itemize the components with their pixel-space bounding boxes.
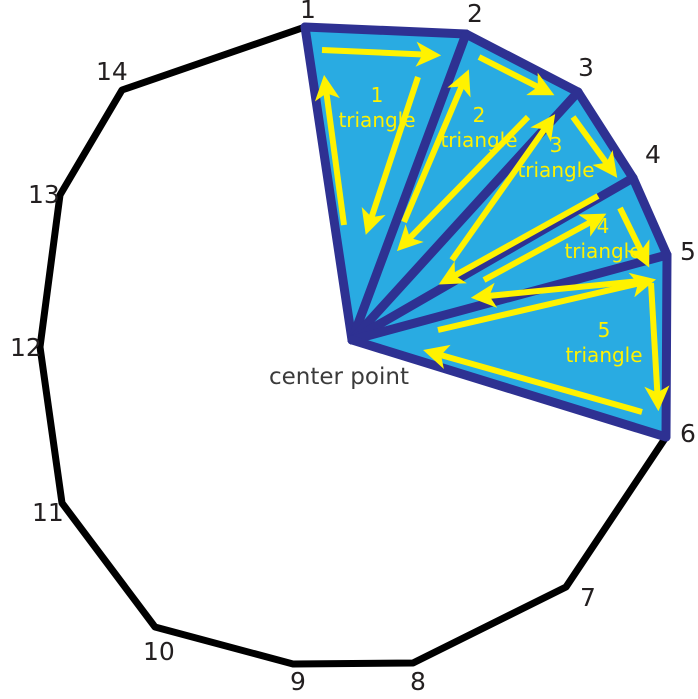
- vertex-label-8: 8: [410, 667, 426, 696]
- center-point-label: center point: [269, 364, 409, 390]
- t5-edge-left-arrow: [437, 272, 657, 333]
- vertex-label-9: 9: [290, 667, 306, 696]
- t1-edge-right-arrow: [361, 76, 421, 235]
- triangle-5-label-number: 5: [598, 318, 611, 342]
- triangle-2-outer-edge: [461, 29, 583, 97]
- triangle-3-label: 3 triangle: [517, 133, 594, 182]
- triangle-3-outer-edge: [573, 87, 638, 183]
- vertex-label-4: 4: [645, 140, 661, 169]
- triangle-4-outer-edge: [628, 173, 672, 260]
- radius-to-vertex-2: [347, 29, 471, 345]
- t3-edge-top-arrow: [570, 115, 618, 178]
- triangle-2-label-number: 2: [473, 103, 486, 127]
- t3-edge-right-arrow: [438, 193, 600, 285]
- t2-edge-left-arrow: [401, 69, 471, 224]
- t3-edge-left-arrow: [449, 114, 556, 262]
- vertex-label-14: 14: [96, 57, 128, 86]
- triangle-5-outer-edge: [661, 250, 672, 442]
- arrow-group: [314, 41, 670, 415]
- triangle-3-label-word: triangle: [517, 158, 594, 182]
- vertex-label-1: 1: [300, 0, 316, 24]
- t2-edge-right-arrow: [396, 114, 531, 252]
- vertex-label-10: 10: [143, 637, 175, 666]
- t1-edge-top-arrow: [321, 41, 442, 67]
- vertex-label-2: 2: [467, 0, 483, 28]
- t4-edge-top-arrow: [617, 206, 650, 268]
- t4-edge-right-arrow: [470, 278, 641, 308]
- t4-edge-left-arrow: [482, 213, 607, 283]
- triangle-4-label: 4 triangle: [564, 214, 641, 263]
- vertex-label-11: 11: [32, 498, 64, 527]
- triangle-2-label: 2 triangle: [440, 103, 517, 152]
- vertex-label-7: 7: [580, 583, 596, 612]
- triangle-3-label-number: 3: [550, 133, 563, 157]
- radius-to-vertex-5: [347, 250, 672, 345]
- triangle-5-label: 5 triangle: [565, 318, 642, 367]
- triangle-4-label-number: 4: [597, 214, 610, 238]
- vertex-label-13: 13: [28, 180, 60, 209]
- t2-edge-top-arrow: [477, 54, 555, 96]
- triangle-1-label: 1 triangle: [338, 83, 415, 132]
- vertex-label-3: 3: [578, 53, 594, 82]
- shaded-triangle-group: [304, 26, 668, 438]
- vertex-label-6: 6: [680, 419, 696, 448]
- triangle-1-label-number: 1: [371, 83, 384, 107]
- vertex-label-12: 12: [10, 333, 42, 362]
- triangle-2-label-word: triangle: [440, 128, 517, 152]
- triangle-5-label-word: triangle: [565, 343, 642, 367]
- triangle-1-outer-edge: [300, 22, 471, 39]
- t5-edge-right-arrow: [423, 344, 643, 415]
- vertex-label-5: 5: [680, 237, 696, 266]
- t5-edge-top-arrow: [644, 282, 670, 412]
- triangle-1-label-word: triangle: [338, 108, 415, 132]
- triangle-4-label-word: triangle: [564, 239, 641, 263]
- t1-edge-left-arrow: [314, 74, 347, 226]
- radius-to-vertex-6: [347, 335, 671, 442]
- radius-to-vertex-1: [300, 22, 357, 345]
